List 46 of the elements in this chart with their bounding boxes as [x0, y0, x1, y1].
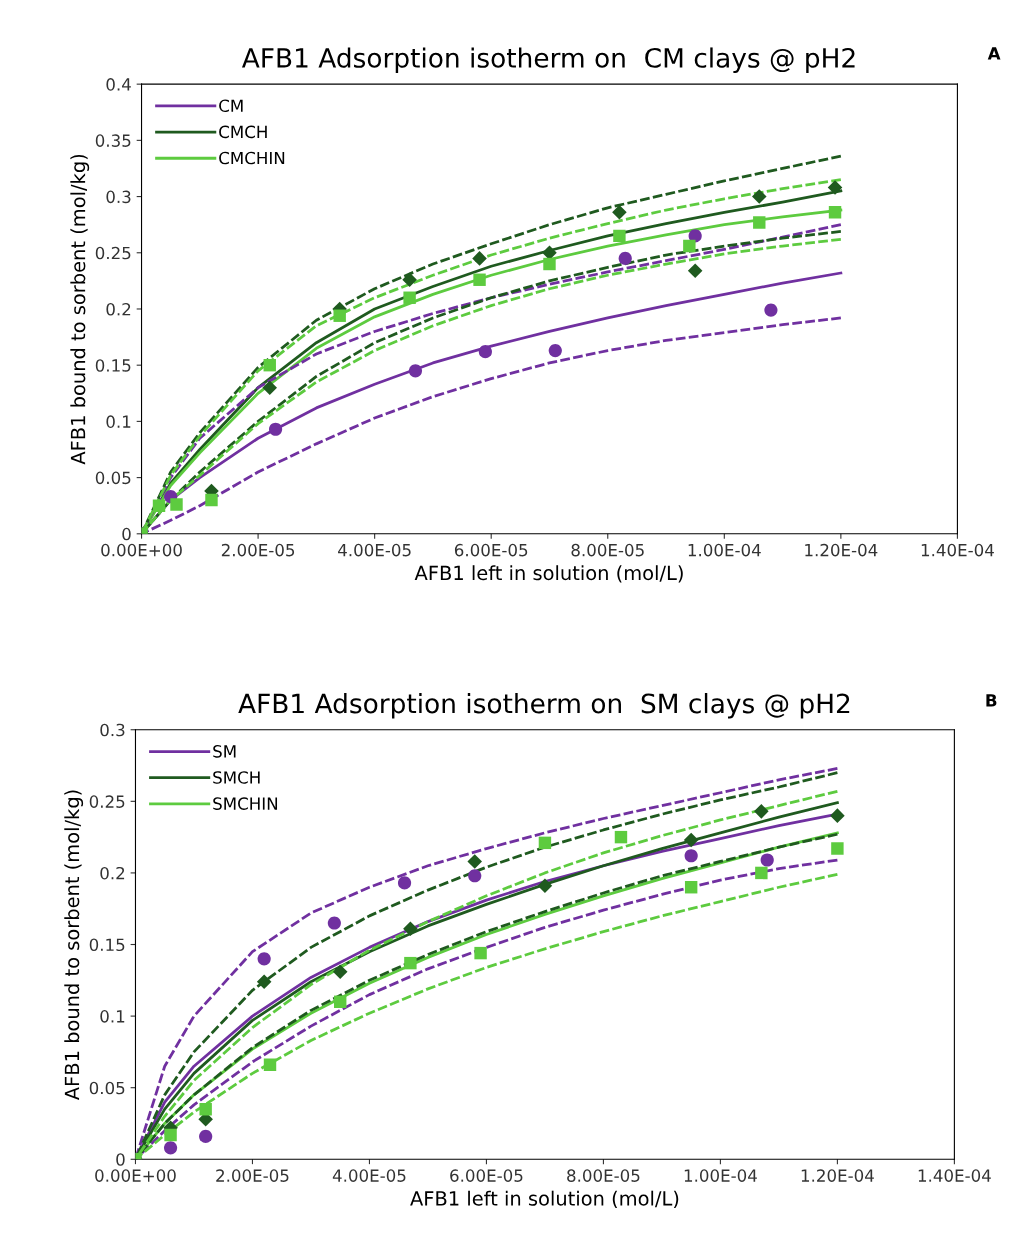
- y-tick-label: 0.3: [100, 723, 125, 737]
- legend-label: SMCH: [213, 771, 260, 784]
- legend-label: SMCHIN: [213, 797, 278, 810]
- x-tick-label: 1.00E-04: [684, 1169, 757, 1182]
- text: A: [987, 47, 1001, 60]
- y-tick-label: 0.15: [89, 938, 125, 952]
- x-tick-label: 1.00E-04: [688, 543, 761, 557]
- y-tick-label: 0.15: [95, 359, 131, 372]
- y-tick-label: 0.3: [106, 190, 131, 204]
- x-tick-label: 6.00E-05: [454, 543, 528, 557]
- x-tick-label: 6.00E-05: [450, 1169, 523, 1182]
- x-tick-label: 4.00E-05: [332, 1169, 406, 1182]
- x-tick-label: 8.00E-05: [571, 543, 644, 557]
- y-tick-label: 0.4: [106, 78, 131, 91]
- legend-label: CM: [219, 99, 243, 113]
- y-tick-label: 0.05: [95, 471, 131, 485]
- y-tick-label: 0.1: [106, 415, 131, 428]
- legend-label: CMCHIN: [219, 151, 285, 165]
- x-tick-label: 8.00E-05: [567, 1169, 640, 1182]
- text: B: [986, 694, 997, 707]
- x-tick-label: 4.00E-05: [338, 543, 411, 557]
- y-tick-label: 0: [116, 1153, 125, 1166]
- x-tick-label: 2.00E-05: [221, 543, 295, 557]
- x-tick-label: 1.20E-04: [801, 1169, 874, 1182]
- x-axis-title: AFB1 left in solution (mol/L): [410, 1190, 679, 1209]
- y-axis-title: AFB1 bound to sorbent (mol/kg): [70, 154, 90, 465]
- legend-label: SM: [213, 745, 236, 758]
- x-tick-label: 2.00E-05: [216, 1169, 289, 1182]
- x-tick-label: 1.40E-04: [921, 543, 994, 557]
- chart-title: AFB1 Adsorption isotherm on CM clays @ pH2: [241, 47, 855, 73]
- y-tick-label: 0: [122, 527, 131, 541]
- y-tick-label: 0.25: [95, 246, 131, 260]
- x-tick-label: 0.00E+00: [95, 1169, 176, 1182]
- chart-title: AFB1 Adsorption isotherm on SM clays @ pH2: [238, 693, 850, 719]
- x-axis-title: AFB1 left in solution (mol/L): [414, 565, 683, 583]
- y-tick-label: 0.2: [100, 866, 125, 880]
- y-tick-label: 0.25: [89, 795, 125, 808]
- x-tick-label: 1.20E-04: [805, 543, 878, 557]
- y-tick-label: 0.2: [106, 302, 131, 316]
- y-tick-label: 0.35: [95, 134, 131, 147]
- x-tick-label: 1.40E-04: [918, 1169, 991, 1182]
- x-tick-label: 0.00E+00: [101, 543, 182, 557]
- y-axis-title: AFB1 bound to sorbent (mol/kg): [64, 790, 84, 1101]
- y-tick-label: 0.05: [89, 1081, 125, 1095]
- legend-label: CMCH: [219, 125, 267, 139]
- y-tick-label: 0.1: [100, 1010, 125, 1023]
